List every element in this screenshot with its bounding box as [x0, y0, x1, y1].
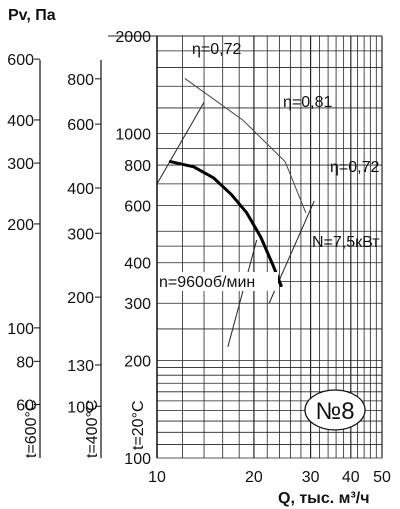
fan-speed-label: n=960об/мин [159, 274, 255, 291]
secondary-y-tick-label: 200 [67, 290, 94, 307]
secondary-y-tick-label: 600 [7, 52, 34, 69]
secondary-y-tick-label: 100 [7, 321, 34, 338]
secondary-y-tick-label: 300 [67, 226, 94, 243]
efficiency-line [156, 101, 205, 185]
fan-number-ellipse [304, 389, 366, 431]
secondary-axis-temperature-label: t=600°C [23, 400, 40, 458]
x-tick-label: 20 [245, 469, 263, 486]
fan-curve-point [169, 160, 172, 163]
power-curve [184, 78, 307, 214]
y-tick-label: 800 [124, 158, 151, 175]
secondary-y-tick-label: 600 [67, 117, 94, 134]
secondary-y-tick-label: 400 [67, 181, 94, 198]
x-tick-label: 50 [373, 469, 391, 486]
fan-curve-point [279, 284, 283, 287]
main-temperature-label: t=20°C [130, 400, 147, 450]
chart-labels: 10 20 30 40 50 100 200 300 400 600 800 1000 2000 60 80… [7, 7, 391, 507]
grid [108, 35, 383, 459]
efficiency-label: η=0,72 [330, 159, 379, 176]
efficiency-line [227, 239, 258, 348]
fan-curve-point [229, 193, 233, 196]
y-tick-label: 200 [124, 353, 151, 370]
secondary-y-tick-label: 80 [16, 354, 34, 371]
secondary-y-tick-label: 60 [16, 398, 34, 415]
secondary-axes [34, 58, 102, 458]
y-tick-label: 300 [124, 296, 151, 313]
secondary-y-tick-label: 400 [7, 113, 34, 130]
fan-curve-point [245, 211, 248, 215]
fan-number-label: №8 [315, 398, 354, 425]
fan-curve-point [272, 265, 275, 268]
secondary-y-tick-label: 130 [67, 358, 94, 375]
secondary-y-tick-label: 300 [7, 156, 34, 173]
x-tick-label: 10 [148, 469, 166, 486]
y-tick-label: 100 [124, 451, 151, 468]
efficiency-label: η=0,81 [283, 94, 332, 111]
secondary-y-tick-label: 100 [67, 399, 94, 416]
secondary-y-tick-label: 800 [67, 72, 94, 89]
fan-curve [168, 160, 283, 288]
y-tick-label: 2000 [115, 29, 151, 46]
efficiency-label: η=0,72 [192, 41, 241, 58]
y-axis-title: Pv, Па [8, 7, 56, 24]
y-tick-label: 400 [124, 256, 151, 273]
fan-curve-point [259, 235, 262, 239]
secondary-y-tick-label: 200 [7, 217, 34, 234]
secondary-axis-temperature-label: t=400°C [84, 400, 101, 458]
fan-speed-label-bg [158, 272, 278, 291]
y-tick-label: 600 [124, 199, 151, 216]
x-tick-label: 30 [302, 469, 320, 486]
x-axis-title: Q, тыс. м³/ч [278, 490, 370, 507]
x-tick-label: 40 [342, 469, 360, 486]
fan-curve-point [212, 176, 215, 180]
fan-curve-point [192, 165, 195, 169]
power-label: N=7,5кВт [312, 234, 380, 251]
y-tick-label: 1000 [115, 127, 151, 144]
